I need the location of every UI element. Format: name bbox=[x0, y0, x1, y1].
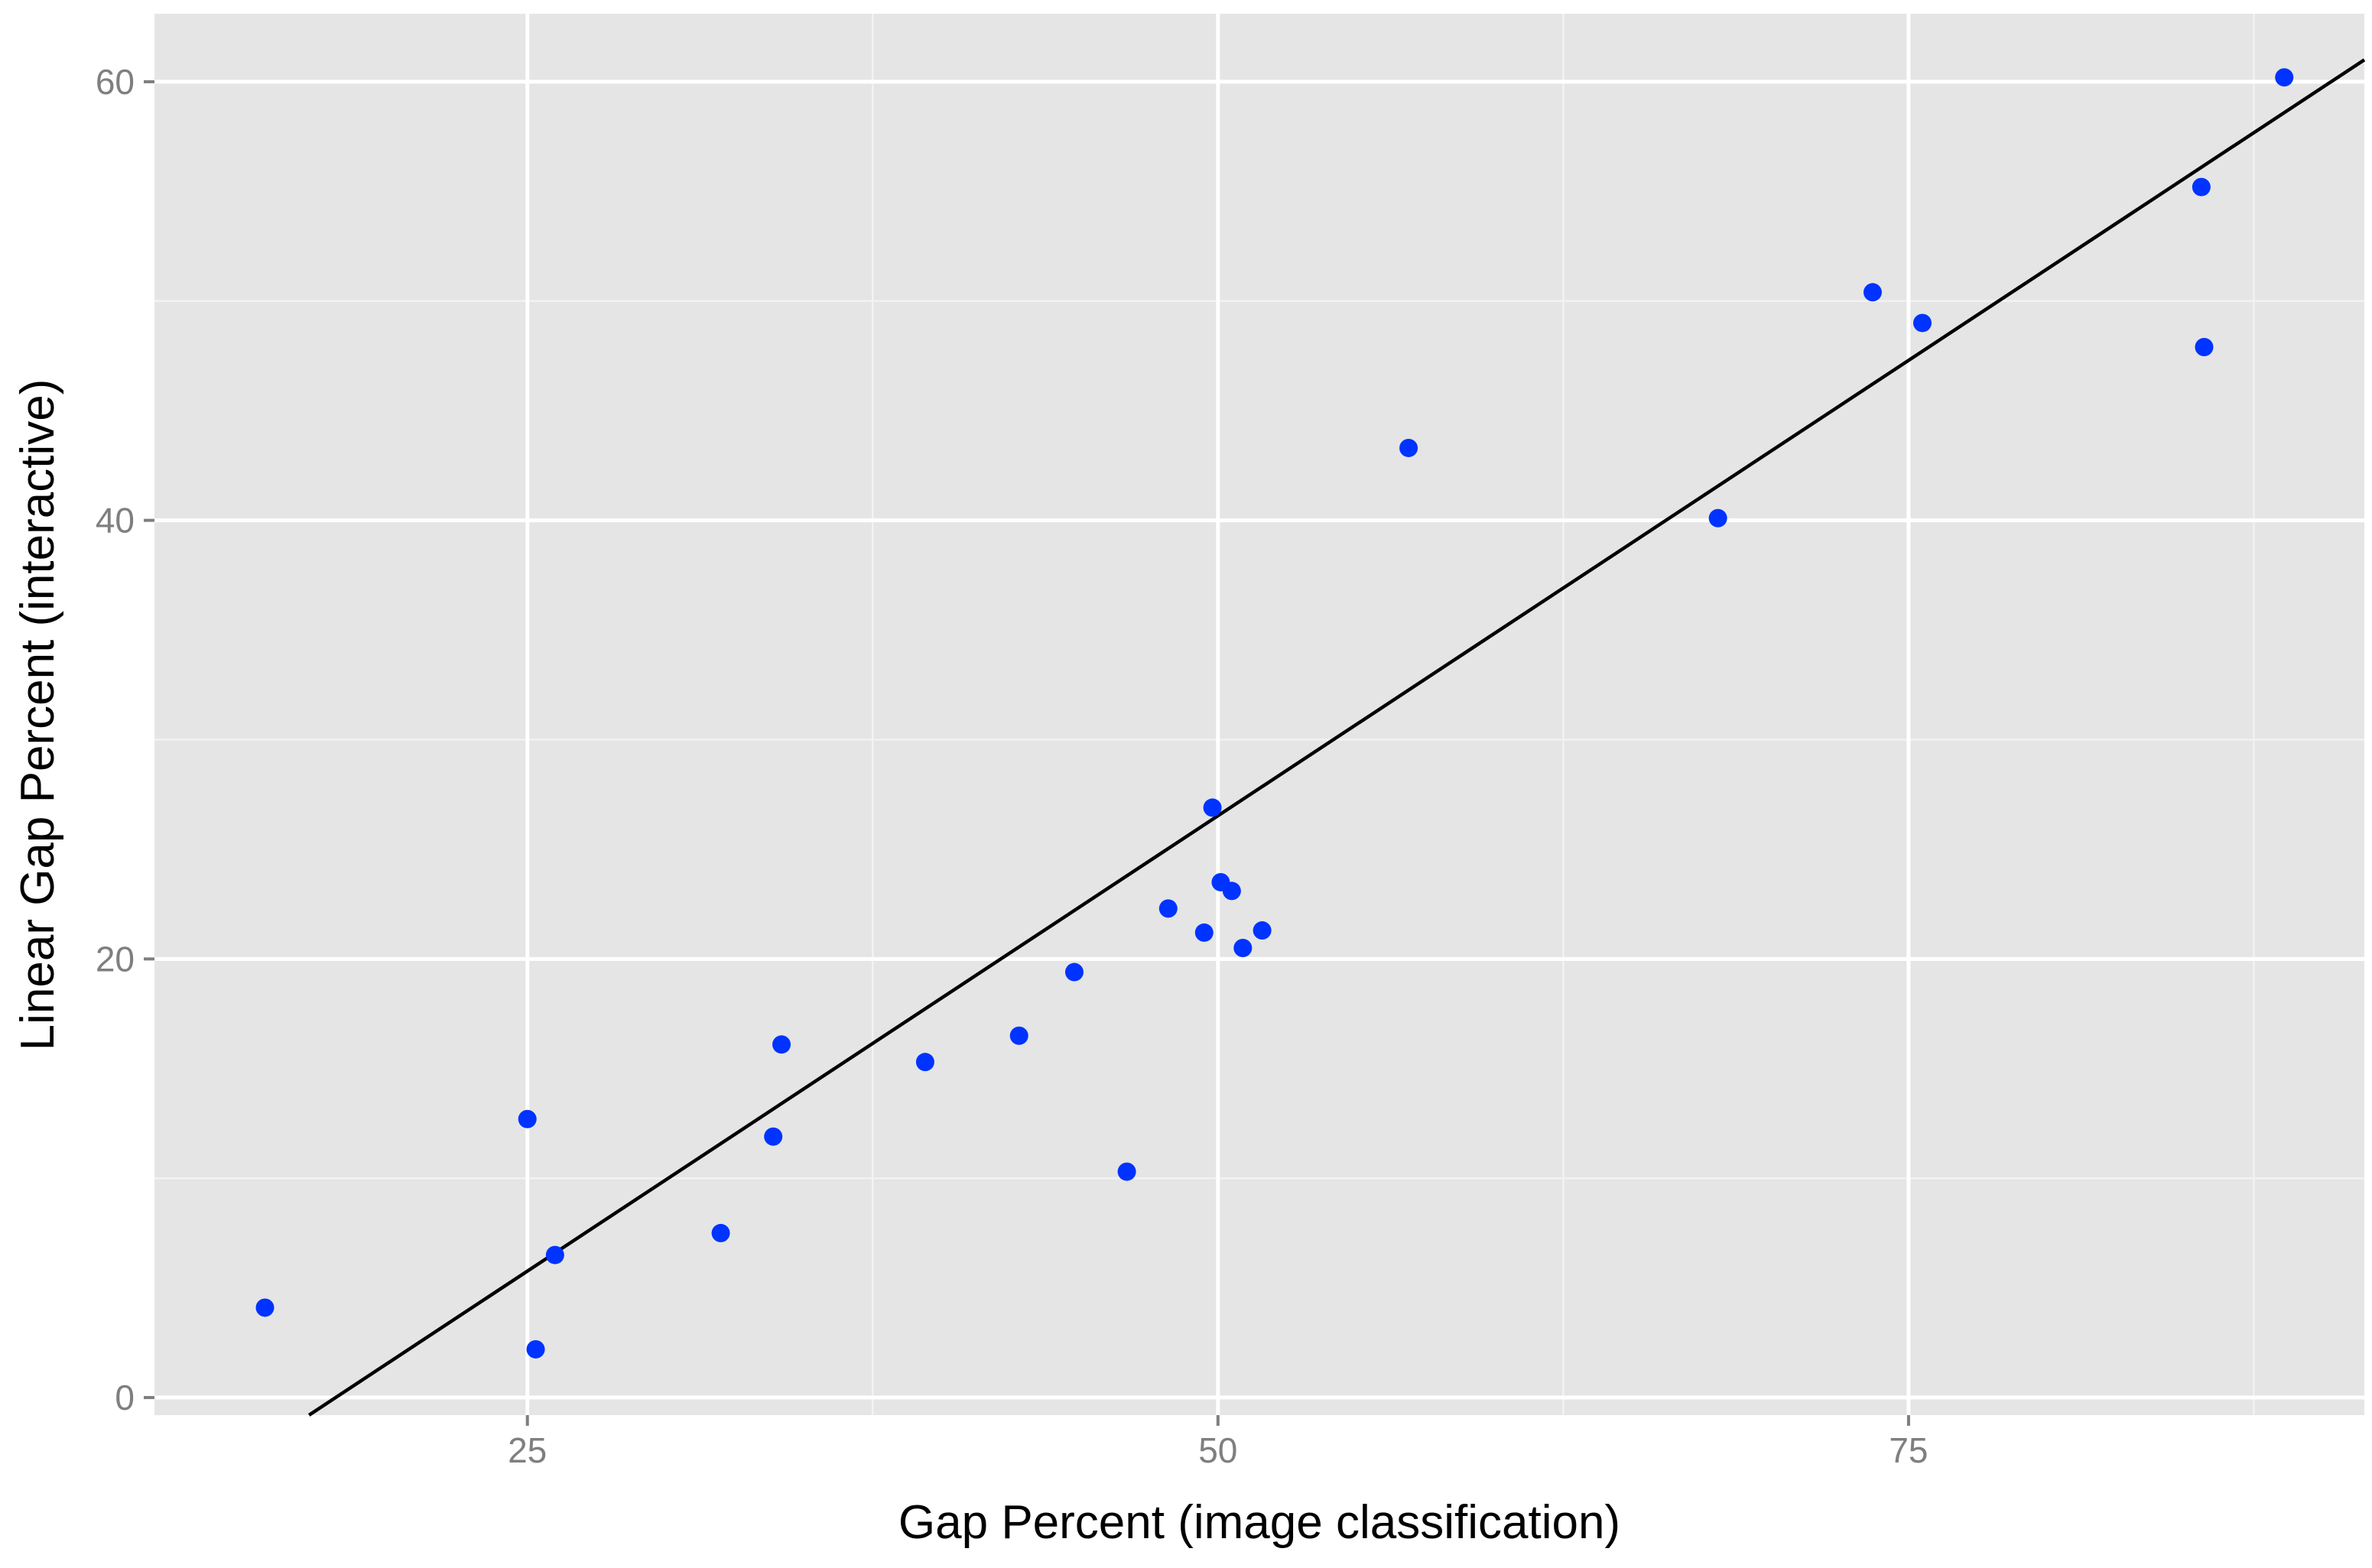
data-point bbox=[1203, 798, 1222, 817]
data-point bbox=[255, 1298, 275, 1317]
data-point bbox=[764, 1127, 783, 1146]
minor-gridlines bbox=[154, 14, 2364, 1415]
data-point bbox=[1009, 1026, 1028, 1045]
data-point bbox=[1117, 1162, 1136, 1181]
x-axis: 25 50 75 bbox=[508, 1415, 1928, 1470]
data-point bbox=[1253, 921, 1272, 940]
x-tick-label: 75 bbox=[1889, 1430, 1928, 1470]
data-points bbox=[255, 68, 2294, 1359]
data-point bbox=[1708, 508, 1727, 528]
fit-line-group bbox=[307, 58, 2366, 1417]
plot-panel bbox=[154, 14, 2364, 1415]
x-tick-label: 25 bbox=[508, 1430, 547, 1470]
data-point bbox=[1158, 899, 1178, 918]
data-point bbox=[2195, 338, 2214, 357]
x-axis-title: Gap Percent (image classification) bbox=[898, 1496, 1620, 1549]
data-point bbox=[915, 1053, 934, 1072]
data-point bbox=[1399, 438, 1418, 457]
data-point bbox=[772, 1035, 791, 1054]
data-point bbox=[526, 1339, 545, 1359]
data-point bbox=[518, 1109, 537, 1128]
data-point bbox=[1064, 963, 1084, 982]
data-point bbox=[545, 1245, 564, 1264]
data-point bbox=[2275, 68, 2294, 87]
major-gridlines bbox=[154, 14, 2364, 1415]
data-point bbox=[1233, 939, 1253, 957]
y-axis: 0 20 40 60 bbox=[96, 62, 154, 1417]
data-point bbox=[1913, 313, 1932, 333]
y-tick-label: 0 bbox=[115, 1378, 135, 1417]
x-tick-label: 50 bbox=[1198, 1430, 1237, 1470]
data-point bbox=[1222, 881, 1241, 901]
y-tick-label: 60 bbox=[96, 62, 135, 102]
y-tick-label: 40 bbox=[96, 501, 135, 541]
data-point bbox=[1194, 923, 1214, 942]
data-point bbox=[711, 1223, 730, 1242]
data-point bbox=[1863, 283, 1882, 302]
data-point bbox=[2192, 177, 2211, 196]
y-axis-title: Linear Gap Percent (interactive) bbox=[11, 379, 64, 1051]
y-tick-label: 20 bbox=[96, 939, 135, 979]
regression-line bbox=[307, 58, 2366, 1417]
